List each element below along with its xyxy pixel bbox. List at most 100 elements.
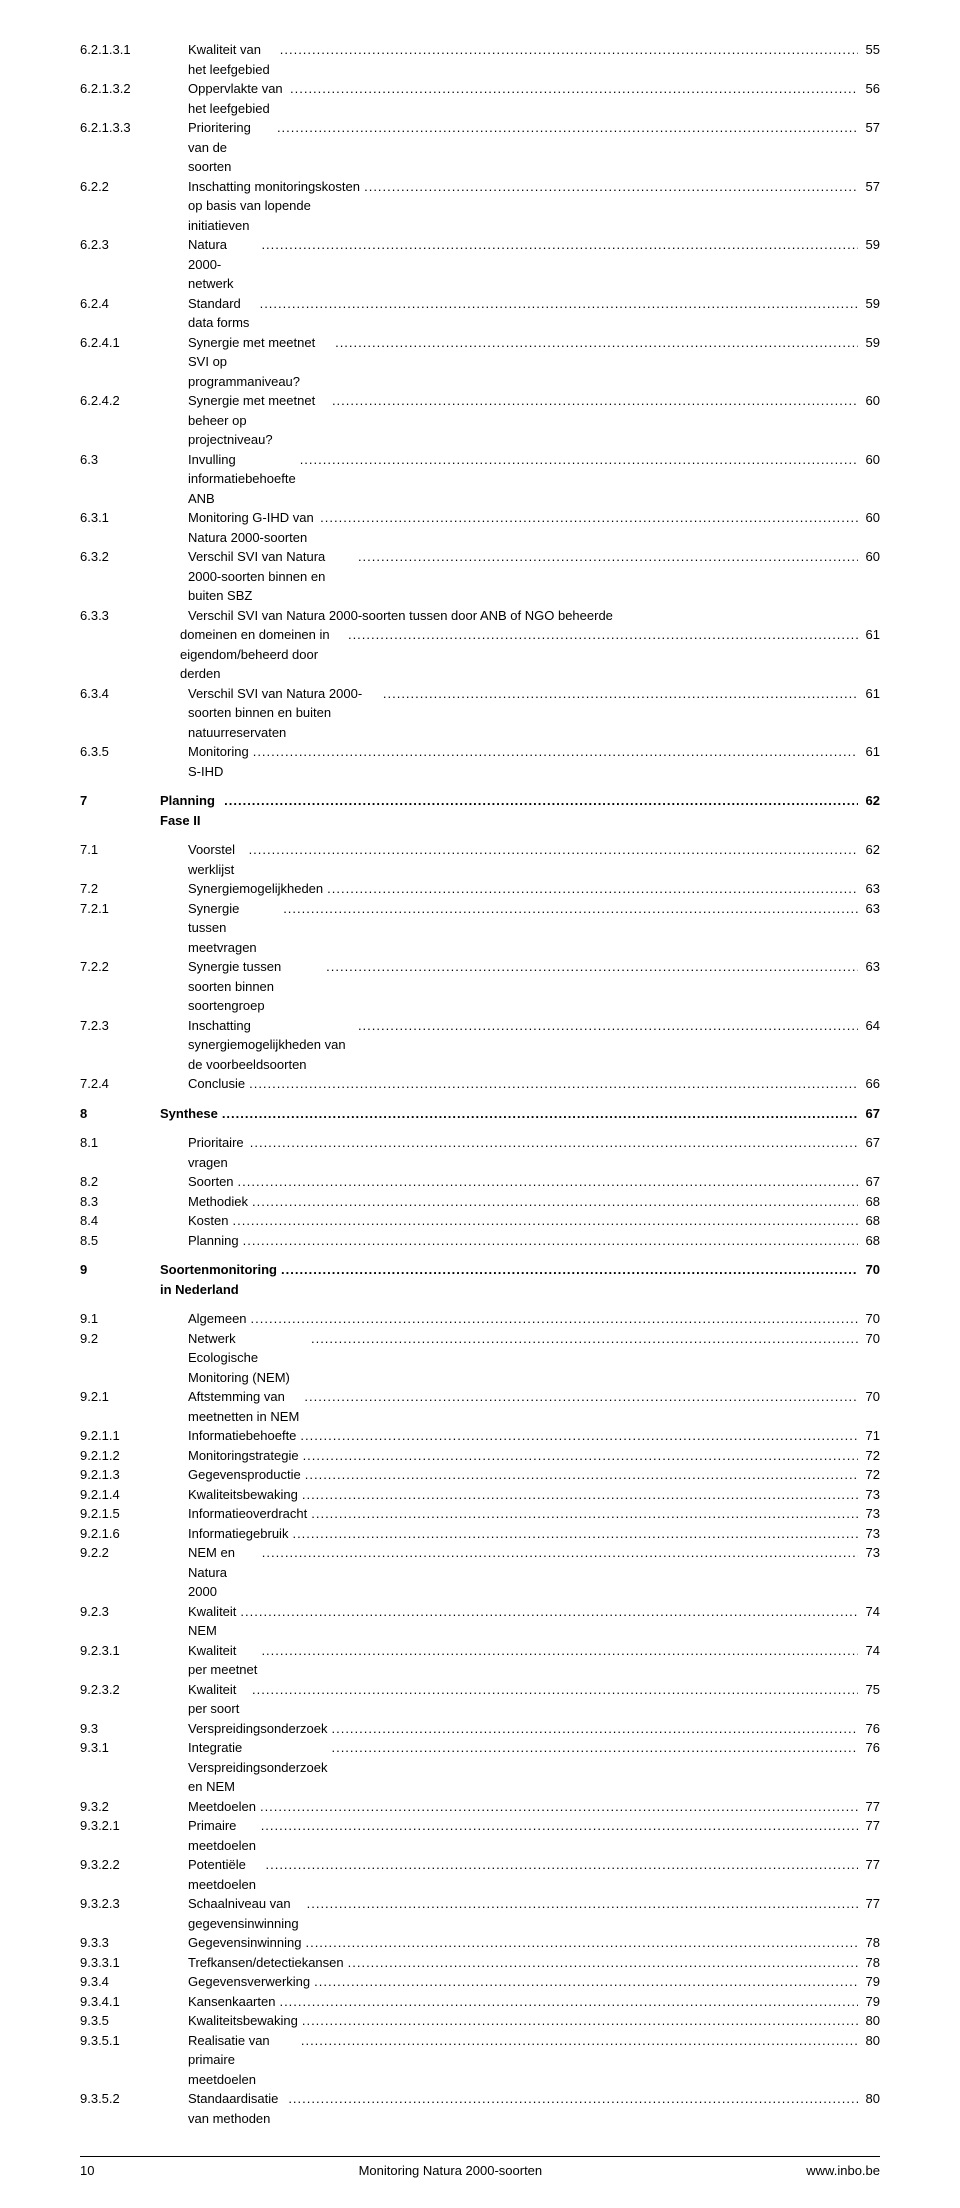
- toc-leader: [326, 957, 857, 977]
- toc-page: 60: [862, 547, 880, 567]
- toc-leader: [292, 1524, 857, 1544]
- toc-label: Kansenkaarten: [188, 1992, 275, 2012]
- toc-row: 9.3.2.1Primaire meetdoelen77: [80, 1816, 880, 1855]
- toc-row: 8.2Soorten67: [80, 1172, 880, 1192]
- toc-label: Netwerk Ecologische Monitoring (NEM): [188, 1329, 307, 1388]
- toc-leader: [250, 1133, 858, 1153]
- footer-title: Monitoring Natura 2000-soorten: [359, 2163, 543, 2178]
- toc-page: 71: [862, 1426, 880, 1446]
- toc-page: 76: [862, 1719, 880, 1739]
- toc-number: 9: [80, 1260, 160, 1280]
- toc-row: 9.2.1.3Gegevensproductie72: [80, 1465, 880, 1485]
- toc-label: Verschil SVI van Natura 2000-soorten bin…: [188, 684, 379, 743]
- toc-leader: [280, 40, 858, 60]
- toc-leader: [277, 118, 858, 138]
- toc-number: 6.2.1.3.3: [80, 118, 188, 138]
- toc-number: 9.2.3.2: [80, 1680, 188, 1700]
- toc-label: Kwaliteit per meetnet: [188, 1641, 257, 1680]
- toc-page: 77: [862, 1816, 880, 1836]
- toc-label: Standaardisatie van methoden: [188, 2089, 284, 2128]
- toc-page: 80: [862, 2089, 880, 2109]
- toc-number: 6.3.3: [80, 606, 188, 626]
- toc-number: 9.2: [80, 1329, 188, 1349]
- toc-number: 9.3.5.2: [80, 2089, 188, 2109]
- toc-leader: [261, 235, 857, 255]
- toc-leader: [358, 547, 858, 567]
- toc-row: 9.2.3.1Kwaliteit per meetnet74: [80, 1641, 880, 1680]
- toc-leader: [302, 2011, 858, 2031]
- toc-number: 9.3.4: [80, 1972, 188, 1992]
- toc-number: 6.2.4.2: [80, 391, 188, 411]
- toc-number: 7.2.1: [80, 899, 188, 919]
- toc-row: 7.2.1Synergie tussen meetvragen63: [80, 899, 880, 958]
- toc-page: 79: [862, 1992, 880, 2012]
- toc-label: Inschatting synergiemogelijkheden van de…: [188, 1016, 354, 1075]
- toc-number: 7: [80, 791, 160, 811]
- toc-row: 9Soortenmonitoring in Nederland70: [80, 1260, 880, 1299]
- toc-row: 7.2.3Inschatting synergiemogelijkheden v…: [80, 1016, 880, 1075]
- toc-row: 7.1Voorstel werklijst62: [80, 840, 880, 879]
- toc-page: 62: [862, 791, 880, 811]
- toc-row: 9.2.2NEM en Natura 200073: [80, 1543, 880, 1602]
- toc-number: 7.2.3: [80, 1016, 188, 1036]
- toc-number: 9.3.4.1: [80, 1992, 188, 2012]
- toc-number: 9.3.2.3: [80, 1894, 188, 1914]
- toc-page: 73: [862, 1504, 880, 1524]
- footer-url: www.inbo.be: [806, 2163, 880, 2178]
- toc-row: 9.3.2Meetdoelen77: [80, 1797, 880, 1817]
- toc-label: Synergie tussen soorten binnen soortengr…: [188, 957, 322, 1016]
- toc-number: 9.3.2.2: [80, 1855, 188, 1875]
- toc-label: Kwaliteitsbewaking: [188, 2011, 298, 2031]
- toc-number: 8.1: [80, 1133, 188, 1153]
- toc-page: 57: [862, 118, 880, 138]
- toc-page: 80: [862, 2011, 880, 2031]
- toc-number: 8.4: [80, 1211, 188, 1231]
- toc-row: 9.1Algemeen70: [80, 1309, 880, 1329]
- toc-page: 67: [862, 1133, 880, 1153]
- toc-page: 68: [862, 1211, 880, 1231]
- toc-leader: [279, 1992, 857, 2012]
- toc-label: Realisatie van primaire meetdoelen: [188, 2031, 297, 2090]
- toc-leader: [311, 1504, 857, 1524]
- toc-row: 6.3.5Monitoring S-IHD61: [80, 742, 880, 781]
- toc-number: 6.3.5: [80, 742, 188, 762]
- toc-number: 6.3.1: [80, 508, 188, 528]
- toc-page: 70: [862, 1309, 880, 1329]
- toc-leader: [240, 1602, 857, 1622]
- toc-page: 72: [862, 1446, 880, 1466]
- toc-leader: [261, 1816, 858, 1836]
- toc-label: Planning Fase II: [160, 791, 220, 830]
- toc-label: domeinen en domeinen in eigendom/beheerd…: [80, 625, 344, 684]
- toc-leader: [249, 840, 858, 860]
- toc-label: Integratie Verspreidingsonderzoek en NEM: [188, 1738, 327, 1797]
- toc-number: 7.2.2: [80, 957, 188, 977]
- toc-label: Synthese: [160, 1104, 218, 1124]
- toc-page: 63: [862, 957, 880, 977]
- toc-row: 6.2.1.3.1Kwaliteit van het leefgebied55: [80, 40, 880, 79]
- toc-page: 76: [862, 1738, 880, 1758]
- toc-leader: [305, 1465, 858, 1485]
- toc-row: 9.3.5.2Standaardisatie van methoden 80: [80, 2089, 880, 2128]
- toc-page: 73: [862, 1485, 880, 1505]
- toc-row: 6.2.4Standard data forms59: [80, 294, 880, 333]
- toc-row: 6.3.2Verschil SVI van Natura 2000-soorte…: [80, 547, 880, 606]
- toc-label: Kwaliteit NEM: [188, 1602, 236, 1641]
- toc-row: 9.3.4.1Kansenkaarten 79: [80, 1992, 880, 2012]
- toc-label: Schaalniveau van gegevensinwinning: [188, 1894, 303, 1933]
- toc-leader: [260, 1797, 858, 1817]
- toc-leader: [222, 1104, 858, 1124]
- toc-leader: [331, 1738, 857, 1758]
- toc-row: 8.3Methodiek68: [80, 1192, 880, 1212]
- toc-leader: [260, 294, 858, 314]
- toc-page: 77: [862, 1855, 880, 1875]
- toc-leader: [358, 1016, 858, 1036]
- toc-row: 9.3.5Kwaliteitsbewaking80: [80, 2011, 880, 2031]
- toc-row: 8.1Prioritaire vragen67: [80, 1133, 880, 1172]
- toc-page: 74: [862, 1641, 880, 1661]
- toc-leader: [283, 899, 857, 919]
- toc-leader: [335, 333, 857, 353]
- toc-label: Standard data forms: [188, 294, 256, 333]
- toc-label: Verspreidingsonderzoek: [188, 1719, 327, 1739]
- toc-page: 61: [862, 742, 880, 762]
- toc-number: 9.2.3: [80, 1602, 188, 1622]
